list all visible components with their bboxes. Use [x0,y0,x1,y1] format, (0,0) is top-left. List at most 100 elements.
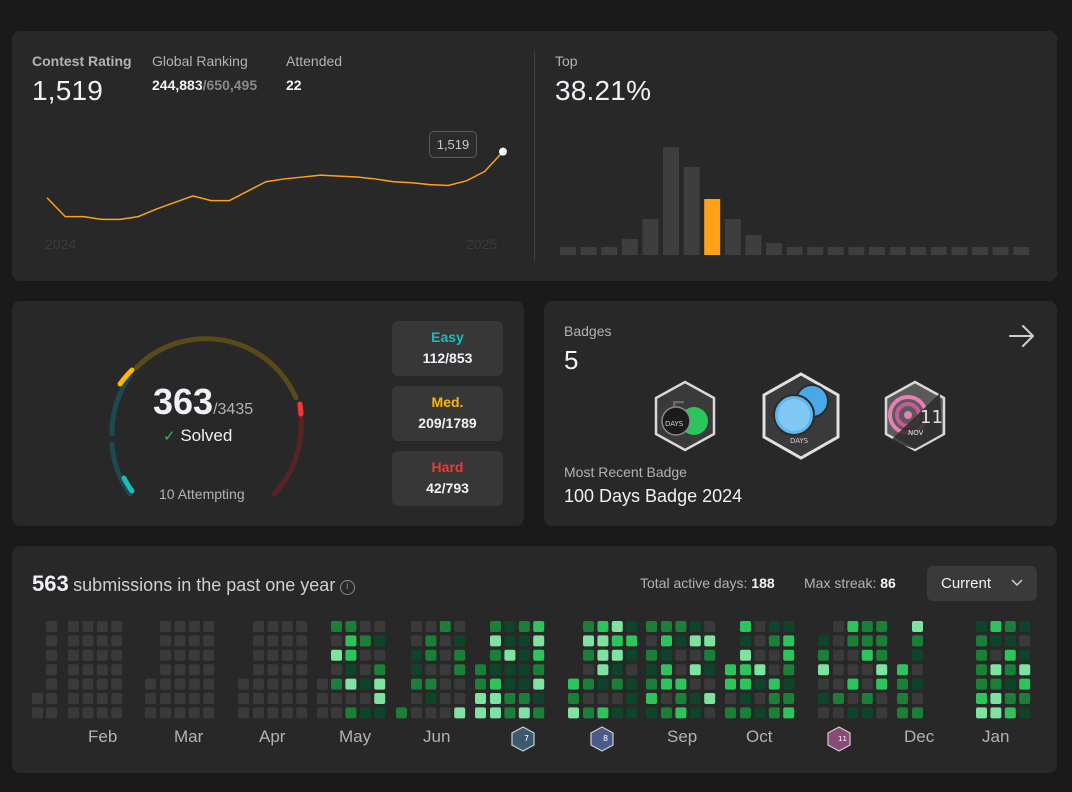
year-dropdown[interactable]: Current [927,566,1037,601]
easy-label: Easy [431,329,464,345]
heatmap-day-cell [203,707,215,719]
distribution-bar [869,247,885,255]
month-label: Apr [259,727,286,746]
heatmap-day-cell [876,693,888,704]
hard-stat[interactable]: Hard 42/793 [392,451,503,506]
heatmap-day-cell [296,693,308,704]
heatmap-day-cell [818,678,829,690]
top-label: Top [555,53,578,69]
heatmap-day-cell [783,664,795,676]
heatmap-day-cell [990,621,1002,632]
heatmap-day-cell [475,707,486,719]
heatmap-day-cell [754,649,766,661]
medium-stat[interactable]: Med. 209/1789 [392,386,503,441]
heatmap-day-cell [425,664,437,676]
heatmap-day-cell [661,693,672,704]
arrow-right-icon[interactable] [1007,323,1037,349]
heatmap-day-cell [111,649,123,661]
heatmap-day-cell [1004,707,1016,719]
year-start-label: 2024 [45,236,77,252]
heatmap-day-cell [281,621,293,632]
heatmap-day-cell [490,635,501,647]
heatmap-day-cell [646,635,657,647]
heatmap-day-cell [725,693,736,704]
active-days: Total active days: 188 [640,575,775,591]
heatmap-day-cell [238,678,249,690]
heatmap-day-cell [46,678,57,690]
heatmap-day-cell [704,649,716,661]
heatmap-day-cell [990,693,1002,704]
distribution-bar [827,247,844,255]
nov-badge-icon[interactable]: 11 [827,726,851,752]
heatmap-day-cell [518,649,530,661]
heatmap-day-cell [490,664,501,676]
check-icon: ✓ [163,428,176,445]
heatmap-day-cell [160,635,171,647]
heatmap-day-cell [912,621,923,632]
heatmap-day-cell [990,678,1002,690]
heatmap-day-cell [145,678,156,690]
solved-problems-card: 363/3435 ✓ Solved 10 Attempting Easy 112… [12,301,524,526]
jul-badge-icon[interactable]: 7 [511,726,535,752]
recent-badge-label: Most Recent Badge [564,464,687,480]
distribution-bar [786,247,803,255]
contest-rating-card: Contest Rating 1,519 Global Ranking 244,… [12,31,1057,281]
heatmap-day-cell [82,635,94,647]
heatmap-day-cell [783,621,795,632]
heatmap-day-cell [990,664,1002,676]
100-days-badge[interactable]: DAYS [760,371,842,461]
heatmap-day-cell [96,678,108,690]
heatmap-day-cell [96,635,108,647]
heatmap-day-cell [439,621,451,632]
attended-label: Attended [286,53,343,69]
heatmap-day-cell [990,649,1002,661]
heatmap-day-cell [359,649,371,661]
distribution-bar [724,219,741,255]
easy-stat[interactable]: Easy 112/853 [392,321,503,376]
heatmap-day-cell [754,678,766,690]
nov-monthly-badge[interactable]: 11 NOV [882,379,948,453]
heatmap-day-cell [504,678,516,690]
heatmap-day-cell [359,635,371,647]
heatmap-day-cell [1004,664,1016,676]
heatmap-day-cell [504,649,516,661]
50-days-badge[interactable]: 5 DAYS [652,379,718,453]
aug-badge-icon[interactable]: 8 [590,726,614,752]
heatmap-day-cell [876,678,888,690]
heatmap-day-cell [740,707,751,719]
heatmap-day-cell [160,664,171,676]
heatmap-day-cell [1004,678,1016,690]
distribution-bar [807,247,824,255]
info-icon[interactable]: i [339,580,355,595]
heatmap-day-cell [1019,621,1031,632]
heatmap-day-cell [626,664,638,676]
heatmap-day-cell [317,707,328,719]
max-streak: Max streak: 86 [804,575,896,591]
heatmap-day-cell [568,678,579,690]
heatmap-day-cell [754,693,766,704]
heatmap-day-cell [626,621,638,632]
heatmap-day-cell [1019,693,1031,704]
distribution-bar [580,247,597,255]
heatmap-day-cell [833,664,844,676]
heatmap-day-cell [475,693,486,704]
heatmap-day-cell [188,621,200,632]
submission-heatmap[interactable] [32,620,1042,723]
heatmap-day-cell [583,621,594,632]
heatmap-day-cell [68,649,79,661]
month-label: Mar [174,727,204,746]
solved-total: /3435 [213,401,254,418]
recent-badge-name[interactable]: 100 Days Badge 2024 [564,486,743,506]
heatmap-day-cell [518,693,530,704]
chevron-down-icon [1011,579,1023,587]
heatmap-day-cell [359,664,371,676]
heatmap-day-cell [281,707,293,719]
rating-distribution-chart[interactable] [559,131,1034,257]
heatmap-day-cell [976,678,987,690]
heatmap-day-cell [597,621,609,632]
rating-line-chart[interactable] [42,126,512,236]
heatmap-day-cell [238,693,249,704]
heatmap-day-cell [296,635,308,647]
heatmap-day-cell [345,678,357,690]
heatmap-day-cell [583,649,594,661]
